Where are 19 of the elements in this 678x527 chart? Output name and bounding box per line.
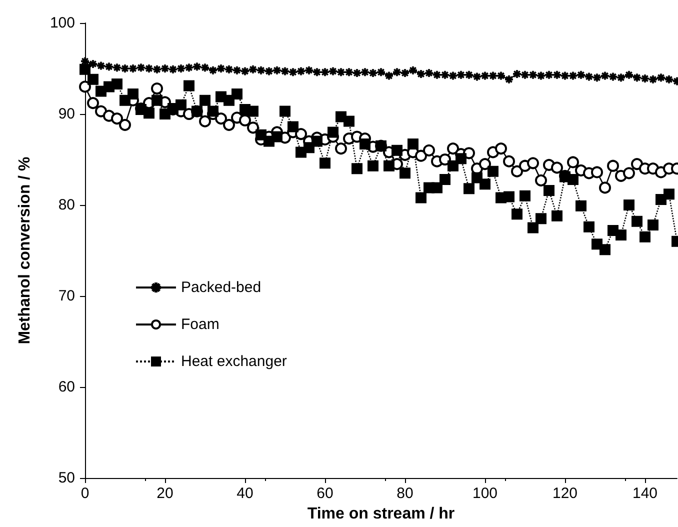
x-tick-label: 20 [156, 485, 174, 502]
y-axis-title: Methanol conversion / % [16, 156, 34, 344]
x-tick-label: 40 [236, 485, 254, 502]
legend-label: Heat exchanger [181, 353, 287, 370]
y-tick-label: 90 [58, 106, 75, 122]
x-axis-title: Time on stream / hr [307, 506, 455, 522]
legend-label: Packed-bed [181, 279, 262, 296]
y-tick-label: 100 [50, 14, 75, 32]
x-tick-label: 80 [396, 485, 414, 502]
y-tick-label: 50 [58, 470, 75, 486]
x-tick-label: 60 [316, 485, 334, 502]
y-tick-label: 60 [58, 378, 75, 396]
x-tick-label: 0 [80, 485, 90, 502]
y-tick-label: 70 [58, 288, 75, 304]
x-tick-label: 120 [552, 485, 578, 502]
legend-label: Foam [181, 316, 220, 333]
y-tick-label: 80 [58, 196, 75, 214]
x-tick-label: 140 [632, 485, 658, 502]
x-tick-label: 100 [472, 485, 498, 502]
